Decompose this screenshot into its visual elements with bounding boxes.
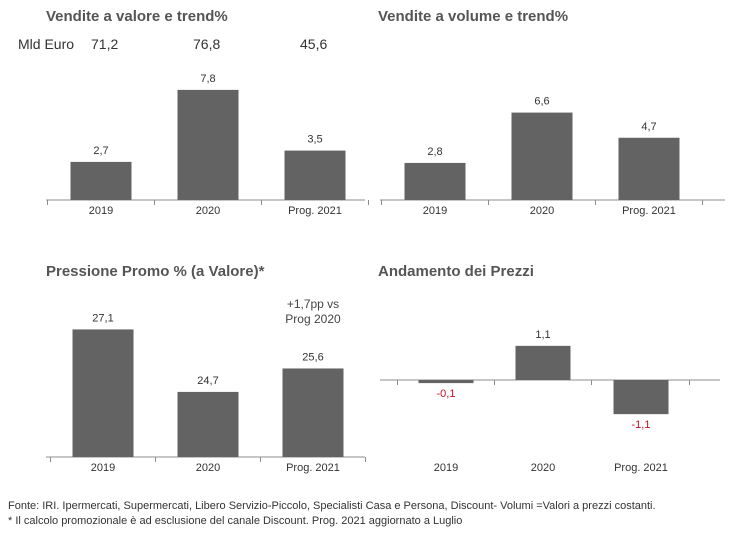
chart-title-volume: Vendite a volume e trend%: [378, 8, 569, 25]
totals-label: Mld Euro: [18, 36, 75, 52]
tick-label-valore-2: Prog. 2021: [288, 205, 342, 217]
chart-panel-volume: Vendite a volume e trend% 2,8 2019 6,6 2020…: [365, 0, 730, 240]
footer-footnote: * Il calcolo promozionale è ad esclusion…: [8, 515, 463, 527]
bar-valore-2: [284, 150, 346, 200]
tick-label-promo-1: 2020: [196, 462, 220, 474]
footer-source: Fonte: IRI. Ipermercati, Supermercati, L…: [8, 500, 656, 512]
total-2021: 45,6: [300, 36, 328, 52]
data-label-volume-2: 4,7: [641, 121, 656, 133]
tick-label-prezzi-1: 2020: [531, 462, 555, 474]
data-label-promo-2: 25,6: [302, 351, 323, 363]
total-2020: 76,8: [193, 36, 221, 52]
bar-promo-0: [72, 329, 134, 457]
promo-note-line2: Prog 2020: [285, 312, 341, 326]
chart-svg-promo: 27,1 2019 24,7 2020 25,6 Prog. 2021: [46, 312, 366, 474]
data-label-promo-1: 24,7: [197, 375, 218, 387]
tick-label-prezzi-0: 2019: [434, 462, 458, 474]
bar-volume-1: [511, 112, 573, 200]
tick-label-promo-2: Prog. 2021: [286, 462, 340, 474]
tick-label-promo-0: 2019: [91, 462, 115, 474]
bar-volume-0: [404, 162, 466, 200]
total-2019: 71,2: [91, 36, 119, 52]
chart-title-prezzi: Andamento dei Prezzi: [378, 263, 534, 280]
data-label-promo-0: 27,1: [92, 312, 113, 324]
data-label-volume-0: 2,8: [427, 146, 442, 158]
chart-title-promo: Pressione Promo % (a Valore)*: [46, 263, 265, 280]
bar-prezzi-1: [515, 345, 571, 380]
tick-label-valore-1: 2020: [196, 205, 220, 217]
tick-label-valore-0: 2019: [89, 205, 113, 217]
bar-prezzi-0: [418, 380, 474, 384]
tick-label-volume-1: 2020: [530, 205, 554, 217]
data-label-valore-1: 7,8: [200, 73, 215, 85]
data-label-prezzi-1: 1,1: [535, 329, 550, 341]
tick-label-volume-2: Prog. 2021: [622, 205, 676, 217]
bar-promo-1: [177, 391, 239, 457]
data-label-valore-2: 3,5: [307, 134, 322, 146]
chart-panel-valore: Vendite a valore e trend% Mld Euro 71,2 …: [0, 0, 369, 240]
footer-notes: Fonte: IRI. Ipermercati, Supermercati, L…: [8, 499, 656, 529]
chart-svg-prezzi: -0,1 2019 1,1 2020 -1,1 Prog. 2021: [380, 329, 720, 474]
totals-row-valore: Mld Euro 71,2 76,8 45,6: [0, 36, 365, 54]
bar-valore-0: [70, 161, 132, 200]
bar-prezzi-2: [613, 380, 669, 415]
bar-volume-2: [618, 137, 680, 200]
data-label-prezzi-0: -0,1: [437, 388, 456, 400]
tick-label-volume-0: 2019: [423, 205, 447, 217]
data-label-volume-1: 6,6: [534, 96, 549, 108]
bar-valore-1: [177, 89, 239, 200]
data-label-prezzi-2: -1,1: [632, 419, 651, 431]
chart-title-valore: Vendite a valore e trend%: [46, 8, 228, 25]
chart-svg-valore: 2,7 2019 7,8 2020 3,5 Prog. 2021: [46, 73, 369, 217]
promo-note: +1,7pp vs Prog 2020: [268, 297, 358, 327]
chart-panel-promo: Pressione Promo % (a Valore)* +1,7pp vs …: [0, 255, 366, 490]
promo-note-line1: +1,7pp vs: [286, 297, 340, 311]
chart-svg-volume: 2,8 2019 6,6 2020 4,7 Prog. 2021: [380, 96, 725, 217]
chart-panel-prezzi: Andamento dei Prezzi -0,1 2019 1,1 2020 -1,1…: [365, 255, 730, 490]
tick-label-prezzi-2: Prog. 2021: [614, 462, 668, 474]
bar-promo-2: [282, 368, 344, 457]
data-label-valore-0: 2,7: [93, 145, 108, 157]
